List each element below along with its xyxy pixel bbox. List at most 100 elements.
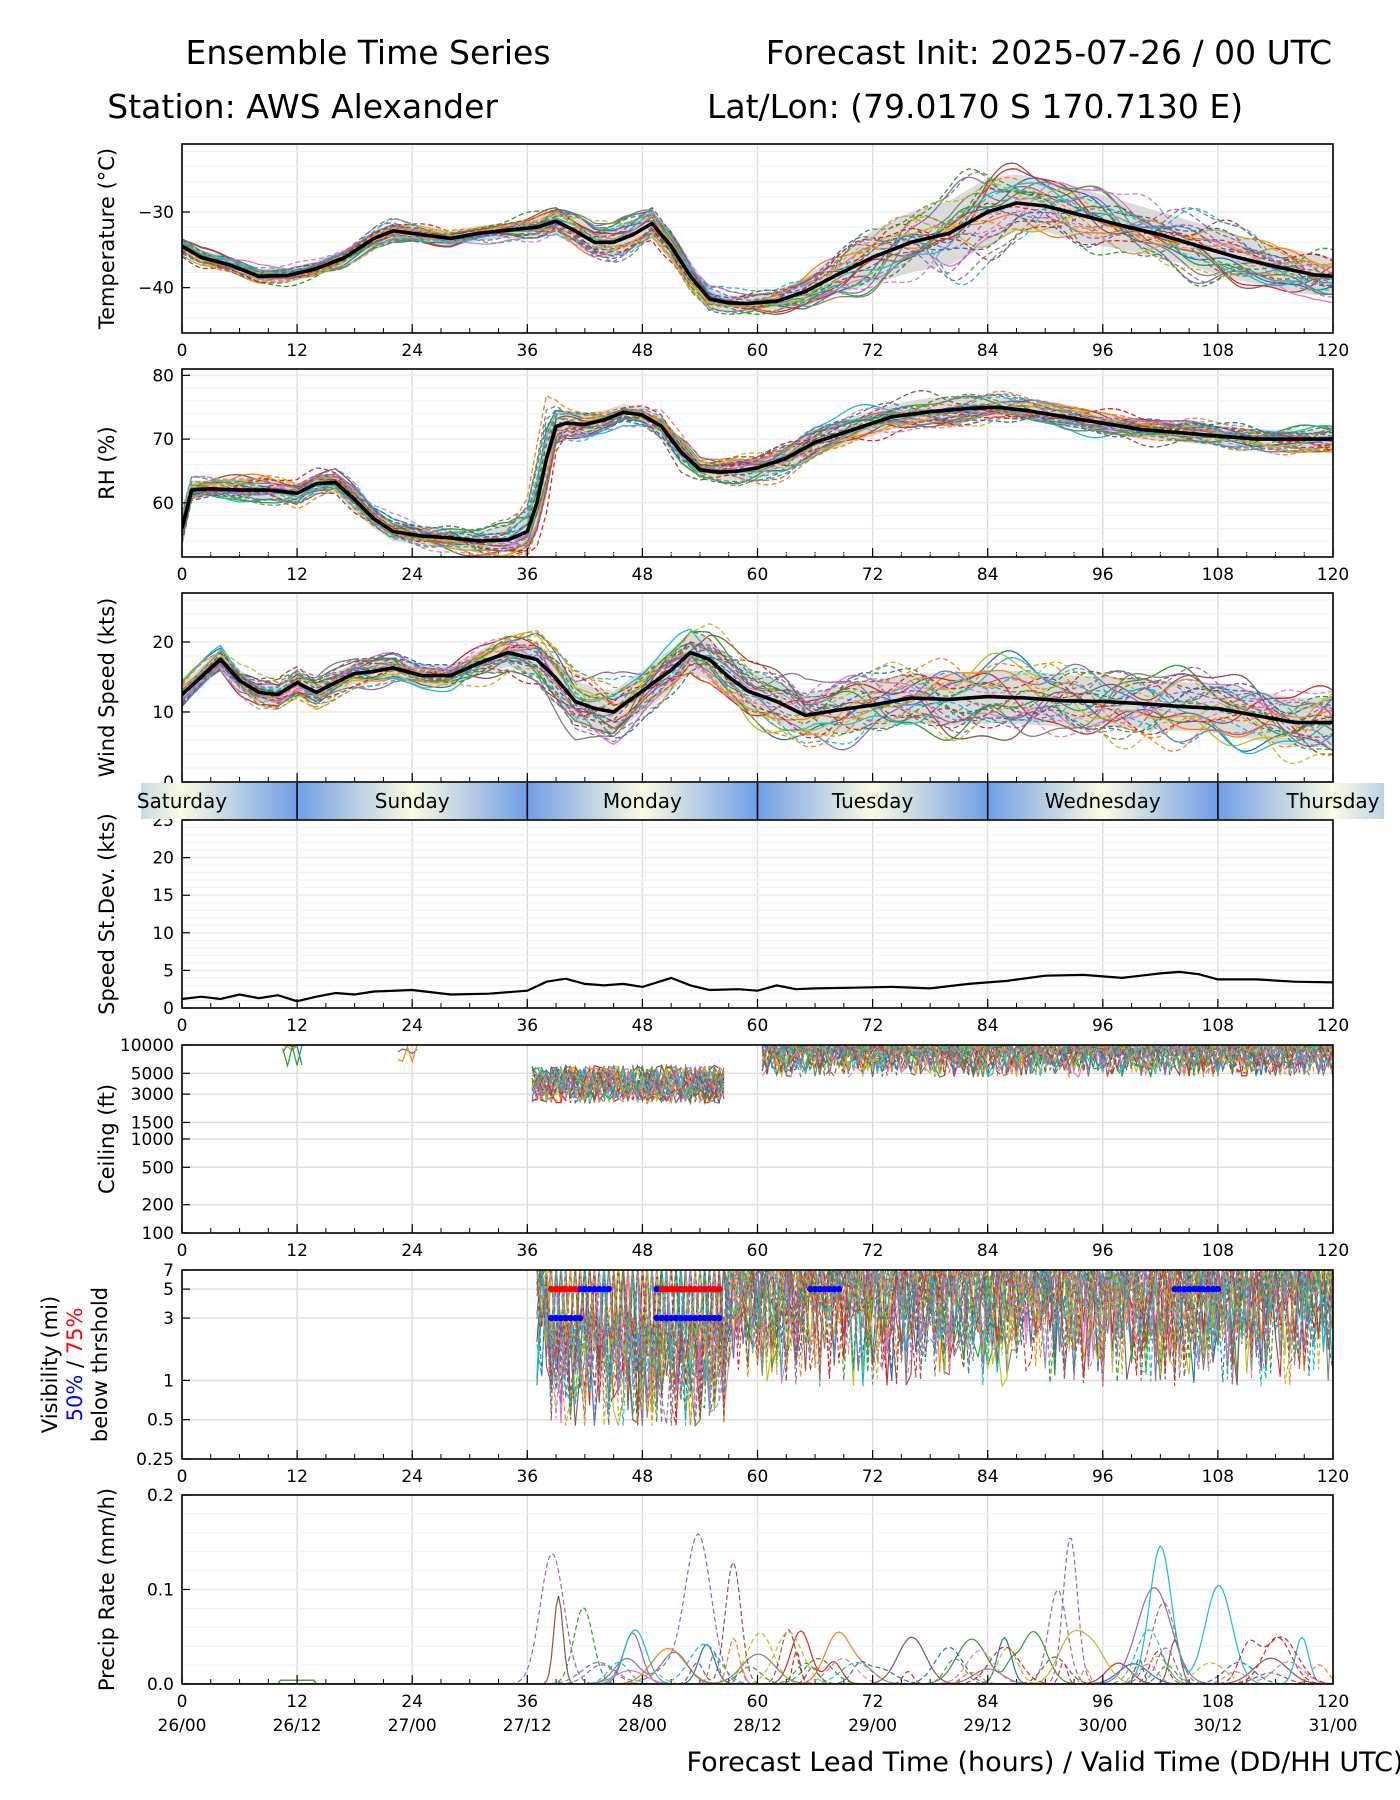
y-tick-label: 200 bbox=[142, 1196, 174, 1216]
ensemble-member-line bbox=[182, 168, 1333, 315]
ensemble-member-line bbox=[182, 198, 1333, 308]
ensemble-member-line bbox=[544, 1270, 1333, 1426]
x-tick-label: 108 bbox=[1202, 1692, 1234, 1712]
x-tick-label: 84 bbox=[977, 341, 999, 361]
ensemble-member-line bbox=[282, 1045, 1333, 1106]
vis-threshold-marker bbox=[715, 1314, 723, 1322]
vis-threshold-marker bbox=[701, 1314, 708, 1322]
x-tick-label: 72 bbox=[862, 565, 884, 585]
ensemble-member-line bbox=[182, 401, 1333, 556]
x-axis-label: Forecast Lead Time (hours) / Valid Time … bbox=[687, 1747, 1400, 1778]
x-tick-label: 72 bbox=[862, 1241, 884, 1261]
ensemble-member-line bbox=[182, 390, 1333, 548]
day-label: Sunday bbox=[375, 789, 450, 813]
spread-band bbox=[182, 397, 1333, 551]
x-tick-label: 96 bbox=[1092, 1241, 1114, 1261]
vis-threshold-marker bbox=[826, 1285, 833, 1293]
y-tick-label: 0.25 bbox=[136, 1450, 174, 1470]
x-tick-label: 24 bbox=[401, 565, 423, 585]
y-axis-label: Precip Rate (mm/h) bbox=[95, 1488, 119, 1691]
y-tick-label: 70 bbox=[152, 430, 174, 450]
ensemble-member-line bbox=[182, 1650, 1333, 1684]
vis-threshold-marker bbox=[1185, 1285, 1193, 1293]
station-latlon: Lat/Lon: (79.0170 S 170.7130 E) bbox=[707, 87, 1243, 126]
station-name: Station: AWS Alexander bbox=[107, 87, 498, 126]
x-tick-label: 84 bbox=[977, 1016, 999, 1036]
x-tick-label: 24 bbox=[401, 1016, 423, 1036]
x-tick-label: 72 bbox=[862, 341, 884, 361]
vis-threshold-marker bbox=[557, 1285, 565, 1293]
x-tick-label: 24 bbox=[401, 1241, 423, 1261]
x-tick-label: 36 bbox=[516, 1241, 538, 1261]
vis-threshold-marker bbox=[600, 1285, 608, 1293]
vis-threshold-marker bbox=[706, 1285, 713, 1293]
ensemble-member-line bbox=[182, 1651, 1333, 1684]
vis-threshold-marker bbox=[672, 1285, 680, 1293]
pct-75-label: 75% bbox=[63, 1308, 87, 1355]
vis-threshold-marker bbox=[576, 1285, 584, 1293]
y-tick-label: 10000 bbox=[120, 1036, 174, 1056]
plot-wind bbox=[182, 623, 1333, 765]
ensemble-member-line bbox=[182, 405, 1333, 556]
ensemble-member-line bbox=[182, 1636, 1333, 1684]
vis-threshold-marker bbox=[682, 1314, 689, 1322]
vis-threshold-marker bbox=[591, 1285, 598, 1293]
panel-rh: 60 70 80 0 12 24 36 48 60 72 84 96 108 120 RH (%) bbox=[95, 366, 1349, 585]
day-label: Thursday bbox=[1286, 789, 1380, 813]
vis-threshold-marker bbox=[691, 1285, 699, 1293]
pct-50-label: 50% bbox=[63, 1375, 87, 1422]
vis-threshold-marker bbox=[572, 1285, 579, 1293]
vis-threshold-marker bbox=[548, 1285, 555, 1293]
ensemble-member-line bbox=[536, 1270, 1333, 1413]
valid-time-label: 30/12 bbox=[1193, 1716, 1242, 1736]
ensemble-member-line bbox=[536, 1270, 1333, 1426]
ensemble-member-line bbox=[182, 623, 1333, 765]
x-tick-label: 120 bbox=[1317, 1241, 1349, 1261]
x-tick-label: 96 bbox=[1092, 341, 1114, 361]
y-tick-label: 1 bbox=[163, 1371, 174, 1391]
x-tick-label: 108 bbox=[1202, 341, 1234, 361]
x-tick-label: 96 bbox=[1092, 1467, 1114, 1487]
vis-threshold-marker bbox=[1200, 1285, 1207, 1293]
vis-threshold-marker bbox=[1214, 1285, 1222, 1293]
x-tick-label: 36 bbox=[516, 341, 538, 361]
x-tick-label: 24 bbox=[401, 1692, 423, 1712]
vis-threshold-marker bbox=[696, 1285, 704, 1293]
vis-threshold-marker bbox=[658, 1314, 665, 1322]
ensemble-mean-line bbox=[182, 650, 1333, 725]
vis-threshold-marker bbox=[1209, 1285, 1217, 1293]
day-band bbox=[141, 783, 298, 819]
ensemble-member-line bbox=[182, 643, 1333, 747]
vis-threshold-marker bbox=[653, 1285, 660, 1293]
ensemble-member-line bbox=[536, 1270, 1329, 1426]
x-tick-label: 24 bbox=[401, 1467, 423, 1487]
y-tick-label: 7 bbox=[163, 1261, 174, 1281]
x-tick-label: 84 bbox=[977, 1467, 999, 1487]
vis-threshold-marker bbox=[1205, 1285, 1212, 1293]
x-tick-label: 72 bbox=[862, 1692, 884, 1712]
ensemble-member-line bbox=[182, 171, 1333, 314]
vis-threshold-marker bbox=[677, 1314, 684, 1322]
vis-threshold-marker bbox=[811, 1285, 819, 1293]
x-tick-label: 108 bbox=[1202, 565, 1234, 585]
vis-threshold-marker bbox=[835, 1285, 843, 1293]
valid-time-label: 27/00 bbox=[388, 1716, 437, 1736]
ensemble-member-line bbox=[182, 1646, 1333, 1684]
vis-threshold-marker bbox=[552, 1285, 560, 1293]
day-label: Saturday bbox=[137, 789, 227, 813]
y-tick-label: 20 bbox=[152, 849, 174, 869]
x-tick-label: 120 bbox=[1317, 1467, 1349, 1487]
x-tick-label: 84 bbox=[977, 1241, 999, 1261]
y-tick-label: 80 bbox=[152, 366, 174, 386]
vis-threshold-marker bbox=[816, 1285, 824, 1293]
chart-panels: −40−300 12 24 36 48 60 72 84 96 108 120Temperature… bbox=[38, 143, 1358, 1736]
x-tick-label: 0 bbox=[177, 1016, 188, 1036]
y-tick-label: 15 bbox=[152, 886, 174, 906]
vis-threshold-marker bbox=[572, 1314, 579, 1322]
vis-threshold-marker bbox=[663, 1314, 670, 1322]
vis-threshold-marker bbox=[581, 1285, 589, 1293]
vis-threshold-marker bbox=[687, 1314, 694, 1322]
ensemble-member-line bbox=[182, 1545, 1333, 1684]
